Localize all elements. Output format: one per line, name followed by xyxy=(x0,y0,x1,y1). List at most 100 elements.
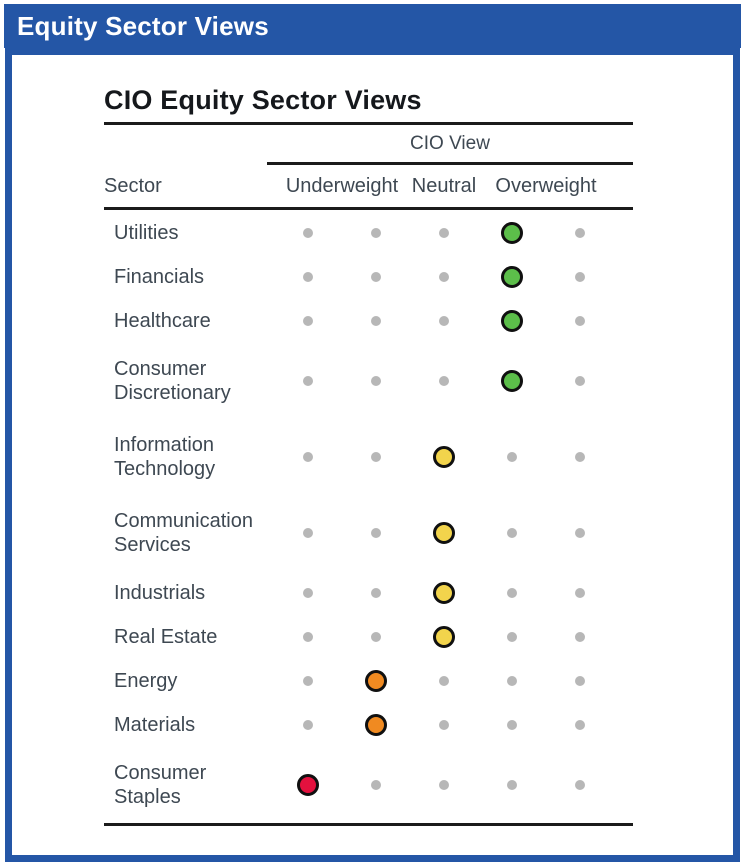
rating-cell xyxy=(478,670,546,692)
rating-dot-icon xyxy=(439,376,449,386)
table-row: Energy xyxy=(104,659,633,703)
column-header-row: Sector Underweight Neutral Overweight xyxy=(104,165,633,210)
rating-dot-icon xyxy=(303,528,313,538)
rating-scale xyxy=(274,370,614,392)
rating-cell xyxy=(478,582,546,604)
rating-cell xyxy=(546,266,614,288)
rating-dot-icon xyxy=(439,780,449,790)
rating-cell xyxy=(410,446,478,468)
table-row: Industrials xyxy=(104,571,633,615)
rating-dot-icon xyxy=(371,376,381,386)
rating-cell xyxy=(342,222,410,244)
rating-cell xyxy=(274,310,342,332)
section-header-title: Equity Sector Views xyxy=(17,10,269,41)
table-row: Materials xyxy=(104,703,633,747)
rating-dot-icon xyxy=(303,228,313,238)
rating-cell xyxy=(546,310,614,332)
rating-cell xyxy=(546,222,614,244)
rating-dot-icon xyxy=(303,272,313,282)
rating-dot-icon xyxy=(439,272,449,282)
rating-cell xyxy=(342,446,410,468)
rating-cell xyxy=(478,370,546,392)
rating-marker-icon xyxy=(501,370,523,392)
sector-label: Energy xyxy=(114,670,178,692)
rating-scale xyxy=(274,222,614,244)
rating-cell xyxy=(274,522,342,544)
rating-cell xyxy=(342,714,410,736)
rating-dot-icon xyxy=(439,720,449,730)
rating-dot-icon xyxy=(575,720,585,730)
sector-label: Utilities xyxy=(114,222,179,244)
rating-cell xyxy=(410,714,478,736)
rating-dot-icon xyxy=(575,228,585,238)
rating-dot-icon xyxy=(439,316,449,326)
rating-scale xyxy=(274,774,614,796)
rating-scale xyxy=(274,626,614,648)
rating-dot-icon xyxy=(575,272,585,282)
rating-dot-icon xyxy=(507,632,517,642)
rating-scale xyxy=(274,714,614,736)
rating-dot-icon xyxy=(371,588,381,598)
rating-scale xyxy=(274,670,614,692)
rating-cell xyxy=(410,370,478,392)
rating-dot-icon xyxy=(371,316,381,326)
rating-cell xyxy=(342,670,410,692)
sector-label: Real Estate xyxy=(114,626,218,648)
rating-marker-icon xyxy=(501,310,523,332)
rating-marker-icon xyxy=(365,670,387,692)
rating-cell xyxy=(478,266,546,288)
rating-cell xyxy=(546,446,614,468)
rating-scale xyxy=(274,522,614,544)
rating-cell xyxy=(274,670,342,692)
rating-dot-icon xyxy=(575,452,585,462)
rating-dot-icon xyxy=(507,452,517,462)
column-header-underweight: Underweight xyxy=(285,174,399,197)
rating-dot-icon xyxy=(439,228,449,238)
rating-cell xyxy=(342,774,410,796)
rating-dot-icon xyxy=(303,720,313,730)
section-header-bar: Equity Sector Views xyxy=(4,4,741,48)
rating-cell xyxy=(478,310,546,332)
rating-dot-icon xyxy=(575,528,585,538)
rating-dot-icon xyxy=(303,452,313,462)
rating-cell xyxy=(274,222,342,244)
rating-cell xyxy=(342,522,410,544)
rating-dot-icon xyxy=(507,720,517,730)
rating-cell xyxy=(546,714,614,736)
rating-cell xyxy=(546,522,614,544)
rating-cell xyxy=(274,446,342,468)
rating-dot-icon xyxy=(371,528,381,538)
table-row: Financials xyxy=(104,255,633,299)
rating-cell xyxy=(274,626,342,648)
rating-cell xyxy=(546,370,614,392)
rating-cell xyxy=(342,626,410,648)
rating-cell xyxy=(410,266,478,288)
rating-cell xyxy=(274,714,342,736)
rating-cell xyxy=(342,310,410,332)
rating-dot-icon xyxy=(371,228,381,238)
rating-dot-icon xyxy=(507,588,517,598)
rating-cell xyxy=(342,582,410,604)
rating-dot-icon xyxy=(575,588,585,598)
rating-dot-icon xyxy=(575,676,585,686)
table-row: Real Estate xyxy=(104,615,633,659)
rating-cell xyxy=(478,714,546,736)
rating-cell xyxy=(274,266,342,288)
table-row: Information Technology xyxy=(104,419,633,495)
sector-label: Healthcare xyxy=(114,310,211,332)
group-header-rule xyxy=(267,162,633,165)
rating-scale xyxy=(274,266,614,288)
table-row: Communication Services xyxy=(104,495,633,571)
rating-cell xyxy=(410,222,478,244)
table-row: Consumer Staples xyxy=(104,747,633,823)
rating-dot-icon xyxy=(439,676,449,686)
rating-cell xyxy=(546,626,614,648)
rating-scale xyxy=(274,446,614,468)
rating-dot-icon xyxy=(507,676,517,686)
group-header-label: CIO View xyxy=(410,133,490,154)
sector-label: Information Technology xyxy=(114,434,216,480)
rating-dot-icon xyxy=(371,452,381,462)
rating-marker-icon xyxy=(365,714,387,736)
rating-cell xyxy=(410,670,478,692)
